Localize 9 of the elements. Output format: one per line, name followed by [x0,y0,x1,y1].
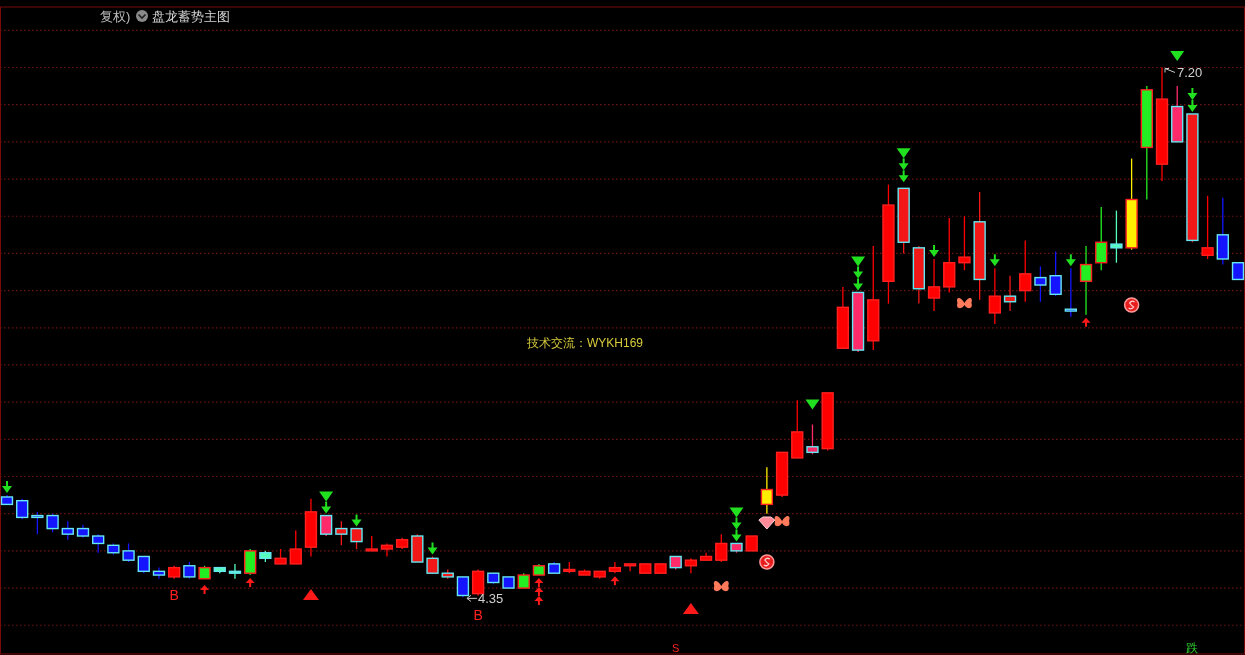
annotation: 技术交流：WYKH169 [526,336,644,350]
annotation: 7.20 [1177,65,1203,81]
annotation: 4.35 [477,591,504,607]
chart-title: 盘龙蓄势主图 [152,9,230,24]
annotation: B [169,587,179,603]
annotation: S [672,642,680,654]
annotation: 跌 [1186,641,1199,655]
annotation: 复权) [100,9,131,24]
annotation: B [473,607,483,623]
